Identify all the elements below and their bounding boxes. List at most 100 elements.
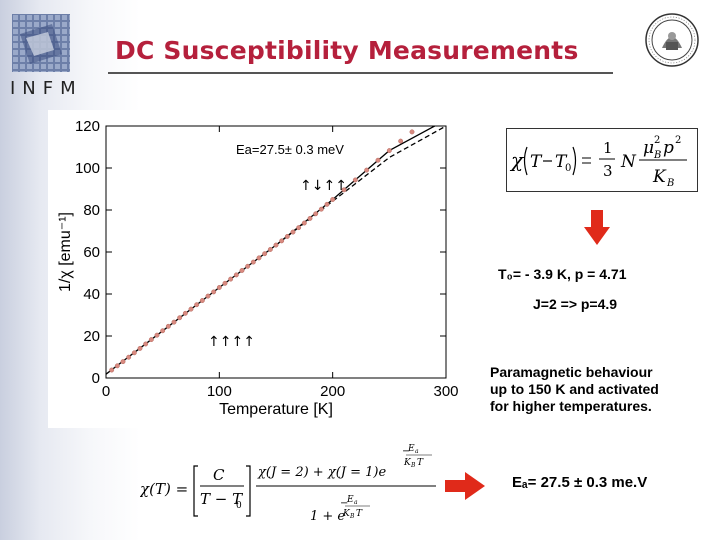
data-point <box>290 229 296 235</box>
data-point <box>239 268 245 273</box>
bf-exp-den-2: K <box>342 509 351 519</box>
bf-exp-den-sub-1: B <box>410 462 416 469</box>
bf-exp-num-1: E <box>407 444 415 454</box>
data-point <box>114 363 120 369</box>
para-line-3: for higher temperatures. <box>490 398 652 414</box>
x-tick-label: 100 <box>207 383 232 400</box>
data-point <box>284 234 290 239</box>
data-point <box>137 345 143 351</box>
data-point <box>177 315 183 321</box>
bf-exp-num-sub-2: a <box>354 499 358 506</box>
formula-K-sub: B <box>666 178 674 189</box>
data-point <box>296 225 302 231</box>
formula-T: T <box>530 152 543 172</box>
data-point <box>330 197 336 202</box>
data-point <box>409 129 415 135</box>
data-point <box>120 359 126 365</box>
x-tick-label: 200 <box>320 383 345 400</box>
bf-T0-sub: 0 <box>236 501 242 511</box>
infm-logo <box>12 14 70 72</box>
x-tick-label: 0 <box>102 383 110 400</box>
arrow-right-icon <box>445 472 485 505</box>
data-point <box>131 350 137 356</box>
t0-result: T₀= - 3.9 K, p = 4.71 <box>498 266 627 282</box>
formula-chi: χ <box>509 148 525 172</box>
data-point <box>267 247 273 252</box>
data-point <box>386 148 392 154</box>
data-point <box>154 332 160 338</box>
bf-C: C <box>213 466 225 484</box>
data-point <box>233 272 239 278</box>
bf-exp-minus-1: − <box>402 446 410 457</box>
j-result: J=2 => p=4.9 <box>533 296 618 312</box>
data-point <box>250 259 256 265</box>
bf-exp-den-1: K <box>403 458 412 468</box>
spin-label-low: ↑↑↑↑ <box>208 334 255 350</box>
data-point <box>109 367 115 373</box>
y-tick-label: 120 <box>75 118 100 135</box>
data-point <box>211 289 217 295</box>
bf-lhs: χ(T) = <box>140 480 188 498</box>
para-line-2: up to 150 K and activated <box>490 381 659 397</box>
y-tick-label: 100 <box>75 160 100 177</box>
data-point <box>165 323 171 329</box>
y-tick-label: 0 <box>92 370 100 387</box>
data-point <box>160 328 166 334</box>
bf-exp-num-sub-1: a <box>415 448 419 455</box>
y-axis-label: 1/χ [emu⁻¹] <box>57 212 74 292</box>
data-point <box>279 238 285 244</box>
data-point <box>222 280 228 286</box>
formula-mu-sub: B <box>653 150 661 161</box>
data-point <box>148 337 154 343</box>
formula-p-sq: 2 <box>675 135 681 146</box>
data-point <box>228 276 234 282</box>
ea-annotation: Ea=27.5± 0.3 meV <box>236 142 344 157</box>
data-point <box>194 302 200 308</box>
y-tick-label: 60 <box>83 244 100 261</box>
formula-p: p <box>663 138 674 158</box>
data-point <box>245 263 251 269</box>
data-point <box>182 310 188 316</box>
bf-exp-den-sub-2: B <box>349 513 355 520</box>
data-point <box>313 211 319 217</box>
data-point <box>398 138 404 144</box>
formula-one: 1 <box>603 139 613 157</box>
data-point <box>273 242 279 248</box>
data-point <box>256 255 262 261</box>
data-point <box>324 201 330 207</box>
data-point <box>171 319 177 325</box>
data-point <box>318 206 324 212</box>
formula-T0: T <box>555 152 568 172</box>
bf-exp-T-2: T <box>356 509 363 519</box>
formula-N: N <box>620 152 637 172</box>
bf-one-plus-e: 1 + e <box>310 509 345 524</box>
bf-numerator: χ(J = 2) + χ(J = 1)e <box>257 465 386 480</box>
data-point <box>352 177 358 183</box>
data-point <box>375 157 381 163</box>
arrow-down-icon <box>584 210 610 251</box>
data-point <box>364 167 370 173</box>
data-point <box>188 306 194 312</box>
spin-label-high: ↑↓↑↑ <box>300 178 347 194</box>
ea-result: Eₐ= 27.5 ± 0.3 me.V <box>512 474 648 491</box>
bf-exp-minus-2: − <box>340 498 348 509</box>
formula-T0-sub: 0 <box>565 163 571 174</box>
data-point <box>301 220 307 226</box>
page-title: DC Susceptibility Measurements <box>115 36 579 65</box>
title-underline <box>108 72 613 74</box>
susceptibility-chart: 0 100 200 300 0 20 40 60 80 100 120 Temperature [K… <box>57 118 459 418</box>
bf-T-minus-T0: T − T <box>200 490 243 508</box>
data-point <box>216 285 222 290</box>
formula-three: 3 <box>603 162 613 180</box>
university-seal <box>644 12 700 68</box>
bf-exp-T-1: T <box>417 458 424 468</box>
bf-exp-num-2: E <box>346 495 354 505</box>
data-point <box>262 251 268 257</box>
chart-panel: 0 100 200 300 0 20 40 60 80 100 120 Temperature [K… <box>48 110 462 428</box>
data-point <box>126 354 132 360</box>
formula-mu: μ <box>643 138 654 158</box>
activated-susceptibility-formula: χ(T) = C T − T 0 χ(J = 2) + χ(J = 1)e − … <box>139 440 440 530</box>
data-point <box>205 293 211 299</box>
paramagnetic-note: Paramagnetic behaviour up to 150 K and a… <box>486 362 706 426</box>
para-line-1: Paramagnetic behaviour <box>490 364 653 380</box>
